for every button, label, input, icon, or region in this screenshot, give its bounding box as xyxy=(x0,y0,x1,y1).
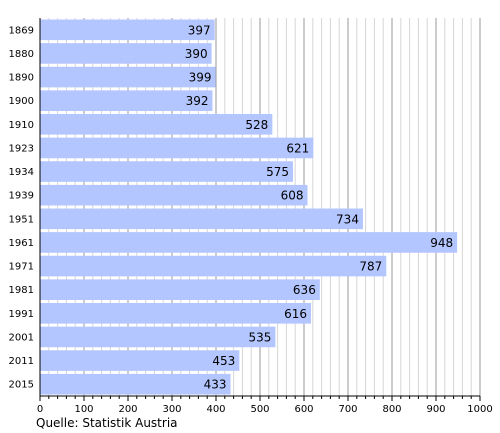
x-tick-label-300: 300 xyxy=(162,404,181,415)
category-label-1934: 1934 xyxy=(9,167,34,178)
category-label-1880: 1880 xyxy=(9,49,34,60)
category-label-2011: 2011 xyxy=(9,356,34,367)
bar-1890 xyxy=(40,66,216,88)
x-tick-label-400: 400 xyxy=(206,404,225,415)
x-tick-label-200: 200 xyxy=(118,404,137,415)
value-label-1981: 636 xyxy=(293,283,316,297)
bar-1910 xyxy=(40,114,273,135)
x-tick-label-900: 900 xyxy=(426,404,445,415)
value-label-1939: 608 xyxy=(281,189,304,203)
x-tick-label-1000: 1000 xyxy=(467,404,492,415)
x-tick-label-100: 100 xyxy=(74,404,93,415)
category-label-1923: 1923 xyxy=(9,143,34,154)
bar-1880 xyxy=(40,43,212,64)
x-tick-label-600: 600 xyxy=(294,404,313,415)
value-label-1991: 616 xyxy=(284,307,307,321)
category-label-2001: 2001 xyxy=(9,332,34,343)
value-label-1961: 948 xyxy=(430,236,453,250)
value-label-1900: 392 xyxy=(186,94,209,108)
category-label-1910: 1910 xyxy=(9,120,34,131)
value-label-1880: 390 xyxy=(185,47,208,61)
category-label-1900: 1900 xyxy=(9,96,34,107)
x-tick-label-500: 500 xyxy=(250,404,269,415)
category-label-2015: 2015 xyxy=(9,380,34,391)
x-tick-label-800: 800 xyxy=(382,404,401,415)
x-tick-label-0: 0 xyxy=(37,404,43,415)
value-label-2015: 433 xyxy=(204,378,227,392)
category-label-1939: 1939 xyxy=(9,191,34,202)
value-label-1971: 787 xyxy=(359,260,382,274)
value-label-2001: 535 xyxy=(248,330,271,344)
value-label-1890: 399 xyxy=(189,71,212,85)
category-label-1971: 1971 xyxy=(9,262,34,273)
value-label-2011: 453 xyxy=(212,354,235,368)
bar-1900 xyxy=(40,90,213,111)
bar-1869 xyxy=(40,19,215,41)
bar-2015 xyxy=(40,373,231,395)
bar-1991 xyxy=(40,303,312,324)
bar-2001 xyxy=(40,326,276,348)
value-label-1934: 575 xyxy=(266,165,289,179)
source-note: Quelle: Statistik Austria xyxy=(36,416,178,430)
category-label-1951: 1951 xyxy=(9,214,34,225)
bar-1923 xyxy=(40,137,314,159)
x-tick-label-700: 700 xyxy=(338,404,357,415)
category-label-1991: 1991 xyxy=(9,309,34,320)
bar-1971 xyxy=(40,255,387,277)
bar-1961 xyxy=(40,232,458,253)
value-label-1910: 528 xyxy=(245,118,268,132)
value-label-1951: 734 xyxy=(336,212,359,226)
category-label-1961: 1961 xyxy=(9,238,34,249)
value-label-1869: 397 xyxy=(188,23,211,37)
bar-1951 xyxy=(40,208,363,230)
value-label-1923: 621 xyxy=(286,141,309,155)
category-label-1869: 1869 xyxy=(9,25,34,36)
bar-1934 xyxy=(40,161,293,182)
bar-1981 xyxy=(40,279,320,300)
category-label-1890: 1890 xyxy=(9,73,34,84)
category-label-1981: 1981 xyxy=(9,285,34,296)
bar-2011 xyxy=(40,350,240,371)
bar-1939 xyxy=(40,184,308,206)
